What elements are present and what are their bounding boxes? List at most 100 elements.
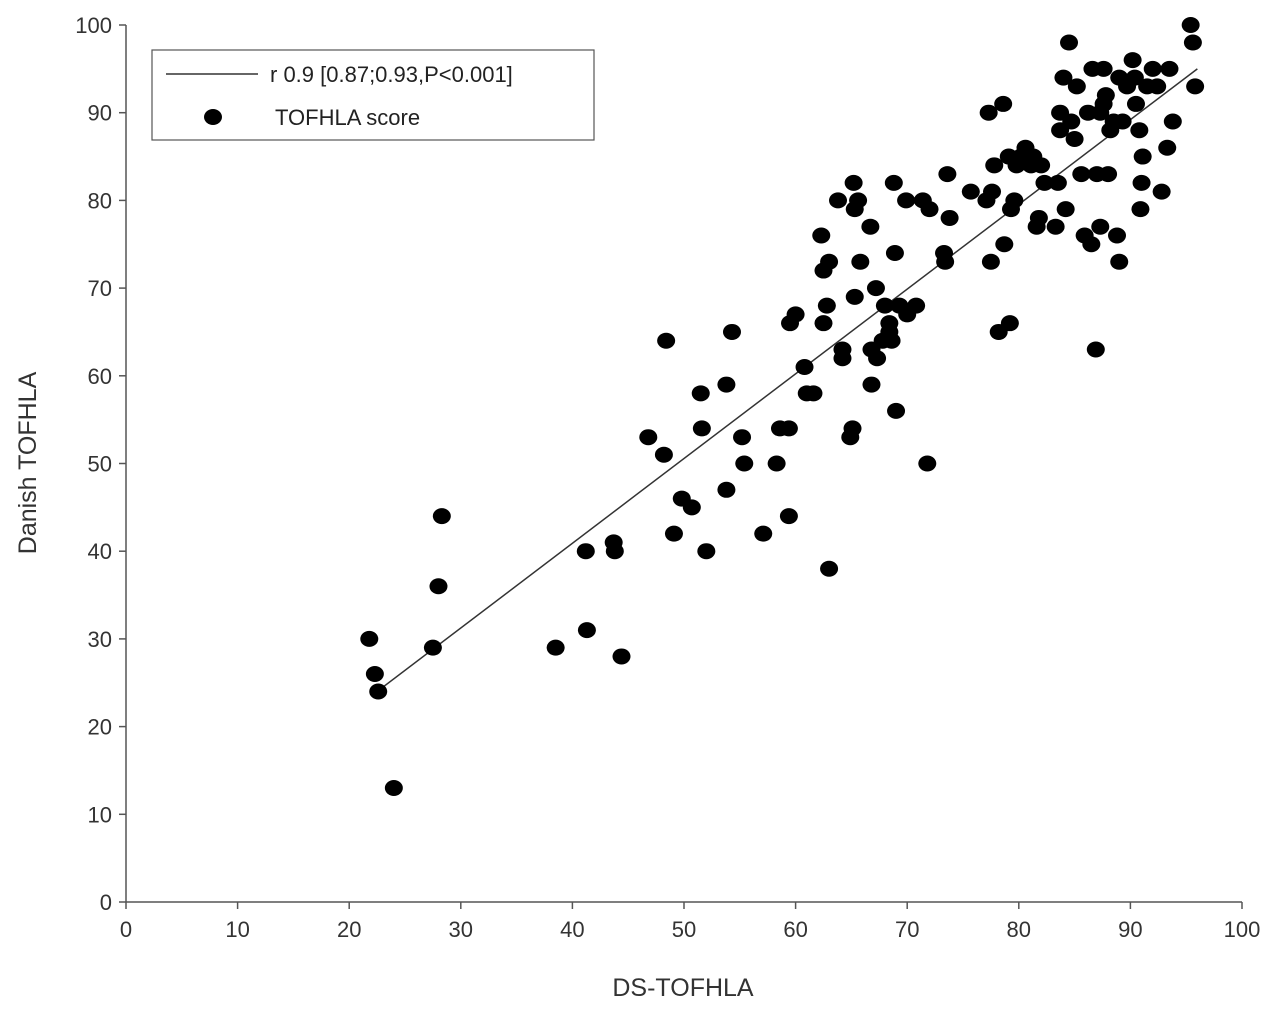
data-point [1094, 60, 1113, 77]
data-point [885, 245, 904, 262]
y-tick-label: 20 [88, 715, 112, 740]
plot-area: 0 10 20 30 40 50 60 70 80 90 100 0 10 20 30 40 50 60 70 80… [75, 13, 1260, 942]
data-point [692, 420, 711, 437]
x-tick-label: 30 [449, 917, 473, 942]
x-tick-label: 10 [225, 917, 249, 942]
data-point [918, 455, 937, 472]
x-tick-label: 80 [1007, 917, 1031, 942]
x-tick-label: 50 [672, 917, 696, 942]
data-point [1186, 78, 1205, 95]
data-point [814, 315, 833, 332]
data-point [1099, 166, 1118, 183]
data-point [843, 420, 862, 437]
data-point [1108, 227, 1127, 244]
data-point [1152, 183, 1171, 200]
data-point [983, 183, 1002, 200]
data-point [866, 280, 885, 297]
data-point [429, 578, 448, 595]
data-point [654, 446, 673, 463]
data-point [722, 323, 741, 340]
legend-marker-label: TOFHLA score [275, 105, 420, 130]
data-point [779, 420, 798, 437]
data-point [887, 402, 906, 419]
y-axis-ticks: 0 10 20 30 40 50 60 70 80 90 100 [75, 13, 126, 915]
x-tick-label: 90 [1118, 917, 1142, 942]
data-point [657, 332, 676, 349]
data-point [1005, 192, 1024, 209]
data-point [577, 622, 596, 639]
y-tick-label: 60 [88, 364, 112, 389]
y-tick-label: 40 [88, 539, 112, 564]
data-point [1148, 78, 1167, 95]
data-point [897, 192, 916, 209]
data-point [639, 429, 658, 446]
y-tick-label: 50 [88, 452, 112, 477]
data-point [1032, 157, 1051, 174]
data-point [1130, 122, 1149, 139]
data-point [961, 183, 980, 200]
data-point [994, 95, 1013, 112]
data-point [365, 665, 384, 682]
data-point [1046, 218, 1065, 235]
data-point [920, 201, 939, 218]
data-point [861, 218, 880, 235]
data-point [360, 630, 379, 647]
data-point [697, 543, 716, 560]
data-point [612, 648, 631, 665]
data-point [995, 236, 1014, 253]
data-point [1160, 60, 1179, 77]
data-point [754, 525, 773, 542]
data-point [1082, 236, 1101, 253]
data-point [936, 253, 955, 270]
data-point [1096, 87, 1115, 104]
data-point [1133, 148, 1152, 165]
y-axis-title: Danish TOFHLA [14, 371, 42, 554]
data-point [779, 508, 798, 525]
data-point [1054, 69, 1073, 86]
data-point [733, 429, 752, 446]
x-tick-label: 60 [783, 917, 807, 942]
data-point [1131, 201, 1150, 218]
data-point [717, 481, 736, 498]
data-point [851, 253, 870, 270]
data-point [664, 525, 683, 542]
y-tick-label: 90 [88, 101, 112, 126]
data-point [1000, 315, 1019, 332]
x-tick-label: 70 [895, 917, 919, 942]
data-point [1163, 113, 1182, 130]
data-point [804, 385, 823, 402]
data-point [907, 297, 926, 314]
data-point [735, 455, 754, 472]
data-point [767, 455, 786, 472]
data-point [369, 683, 388, 700]
x-tick-label: 40 [560, 917, 584, 942]
data-point [812, 227, 831, 244]
legend-box [151, 49, 595, 141]
x-tick-label: 0 [120, 917, 132, 942]
data-point [817, 297, 836, 314]
data-points [360, 17, 1205, 796]
data-point [576, 543, 595, 560]
data-point [882, 332, 901, 349]
data-point [1072, 166, 1091, 183]
regression-line [376, 68, 1198, 693]
data-point [1132, 174, 1151, 191]
data-point [1067, 78, 1086, 95]
x-tick-label: 20 [337, 917, 361, 942]
data-point [884, 174, 903, 191]
y-tick-label: 80 [88, 188, 112, 213]
data-point [979, 104, 998, 121]
legend: r 0.9 [0.87;0.93,P<0.001] TOFHLA score [151, 49, 595, 141]
data-point [1065, 131, 1084, 148]
data-point [786, 306, 805, 323]
data-point [1091, 218, 1110, 235]
data-point [1035, 174, 1054, 191]
data-point [1060, 34, 1079, 51]
data-point [1062, 113, 1081, 130]
data-point [1110, 253, 1129, 270]
data-point [833, 350, 852, 367]
data-point [868, 350, 887, 367]
data-point [1123, 52, 1142, 69]
data-point [1048, 174, 1067, 191]
